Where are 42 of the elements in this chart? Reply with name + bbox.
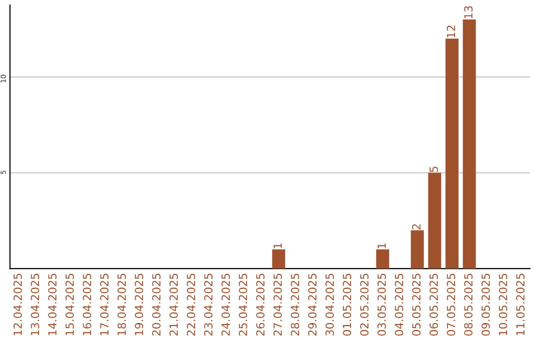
data-label: 13 (464, 6, 473, 18)
x-tick-label: 01.05.2025 (342, 274, 352, 336)
x-tick-label: 03.05.2025 (377, 274, 386, 336)
x-tick-label: 04.05.2025 (394, 274, 404, 336)
x-tick-label: 25.04.2025 (238, 274, 248, 336)
data-label: 1 (274, 243, 282, 248)
data-label: 12 (446, 26, 456, 38)
x-tick-label: 06.05.2025 (429, 274, 438, 336)
data-label: 2 (412, 224, 420, 230)
x-tick-label: 10.05.2025 (498, 274, 508, 336)
x-tick-label: 19.04.2025 (134, 274, 144, 336)
bar (462, 19, 476, 269)
x-tick-label: 26.04.2025 (256, 274, 265, 336)
x-tick-label: 16.04.2025 (82, 274, 92, 336)
x-tick-label: 22.04.2025 (186, 274, 196, 336)
x-tick-label: 18.04.2025 (117, 274, 126, 336)
x-tick-label: 09.05.2025 (481, 274, 490, 336)
x-tick-label: 30.04.2025 (325, 274, 334, 336)
x-tick-label: 17.04.2025 (100, 274, 109, 336)
x-tick-label: 05.05.2025 (412, 274, 421, 336)
bar (446, 38, 459, 269)
x-tick-label: 23.04.2025 (204, 274, 213, 336)
bar (272, 249, 286, 269)
x-tick-label: 24.04.2025 (221, 274, 230, 336)
x-tick-label: 20.04.2025 (152, 274, 161, 336)
x-tick-label: 29.04.2025 (308, 274, 317, 336)
x-tick-label: 15.04.2025 (65, 274, 74, 336)
data-label: 1 (378, 243, 386, 248)
x-tick-label: 14.04.2025 (48, 274, 57, 336)
x-tick-label: 02.05.2025 (360, 274, 369, 336)
x-tick-label: 27.04.2025 (273, 274, 282, 336)
bar (428, 172, 442, 269)
x-tick-label: 28.04.2025 (290, 274, 300, 336)
x-tick-label: 11.05.2025 (516, 274, 525, 336)
x-tick-label: 13.04.2025 (30, 274, 40, 336)
data-label: 5 (430, 166, 438, 172)
x-tick-label: 21.04.2025 (169, 274, 178, 336)
bar (376, 249, 390, 269)
x-tick-label: 07.05.2025 (446, 274, 456, 336)
x-tick-label: 12.04.2025 (13, 274, 22, 336)
bar (410, 230, 424, 269)
x-tick-label: 08.05.2025 (464, 274, 473, 336)
